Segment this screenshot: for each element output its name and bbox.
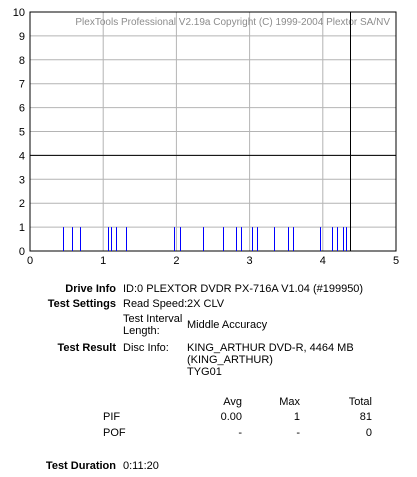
pof-avg: - — [238, 427, 242, 439]
pof-max: - — [296, 427, 300, 439]
disc-info-label: Disc Info: — [123, 342, 169, 354]
pif-total: 81 — [359, 411, 372, 423]
disc-info-line2: (KING_ARTHUR) — [187, 354, 273, 366]
test-duration-value: 0:11:20 — [123, 460, 159, 472]
x-tick-label: 2 — [173, 255, 179, 267]
x-tick-label: 5 — [393, 255, 399, 267]
disc-info-line1: KING_ARTHUR DVD-R, 4464 MB — [187, 342, 354, 354]
chart-watermark: PlexTools Professional V2.19a Copyright … — [75, 17, 390, 28]
pof-row-label: POF — [103, 427, 126, 439]
y-tick-label: 6 — [19, 103, 25, 115]
y-tick-label: 1 — [19, 222, 25, 234]
x-tick-label: 3 — [247, 255, 253, 267]
y-tick-label: 3 — [19, 174, 25, 186]
x-tick-label: 4 — [320, 255, 326, 267]
disc-info-line3: TYG01 — [187, 366, 222, 378]
read-speed-label: Read Speed: — [123, 298, 188, 310]
y-tick-label: 5 — [19, 127, 25, 139]
header-avg: Avg — [223, 396, 242, 408]
pif-chart: PlexTools Professional V2.19a Copyright … — [13, 7, 399, 267]
chart-bars — [63, 227, 347, 251]
y-tick-label: 9 — [19, 31, 25, 43]
interval-label-line1: Test Interval — [123, 313, 183, 325]
y-tick-label: 2 — [19, 198, 25, 210]
y-tick-label: 7 — [19, 79, 25, 91]
drive-info-label: Drive Info — [65, 283, 116, 295]
pof-total: 0 — [365, 427, 372, 439]
plot-frame — [29, 11, 397, 252]
header-total: Total — [348, 396, 372, 408]
y-tick-label: 8 — [19, 55, 25, 67]
y-tick-label: 4 — [19, 150, 25, 162]
pif-avg: 0.00 — [220, 411, 242, 423]
test-settings-label: Test Settings — [47, 298, 116, 310]
y-tick-labels: 0 1 2 3 4 5 6 7 8 9 10 — [13, 7, 25, 258]
read-speed-value: 2X CLV — [187, 298, 225, 310]
pif-row-label: PIF — [103, 411, 121, 423]
x-tick-label: 1 — [100, 255, 106, 267]
header-max: Max — [279, 396, 300, 408]
x-tick-label: 0 — [27, 255, 33, 267]
chart-grid — [30, 12, 396, 251]
interval-label-line2: Length: — [123, 325, 160, 337]
x-tick-labels: 0 1 2 3 4 5 — [27, 255, 399, 267]
test-duration-label: Test Duration — [45, 460, 116, 472]
y-tick-label: 10 — [13, 7, 25, 19]
y-tick-label: 0 — [19, 246, 25, 258]
interval-value: Middle Accuracy — [187, 319, 268, 331]
pif-max: 1 — [293, 411, 300, 423]
drive-info-value: ID:0 PLEXTOR DVDR PX-716A V1.04 (#199950… — [123, 283, 364, 295]
test-result-label: Test Result — [57, 342, 116, 354]
